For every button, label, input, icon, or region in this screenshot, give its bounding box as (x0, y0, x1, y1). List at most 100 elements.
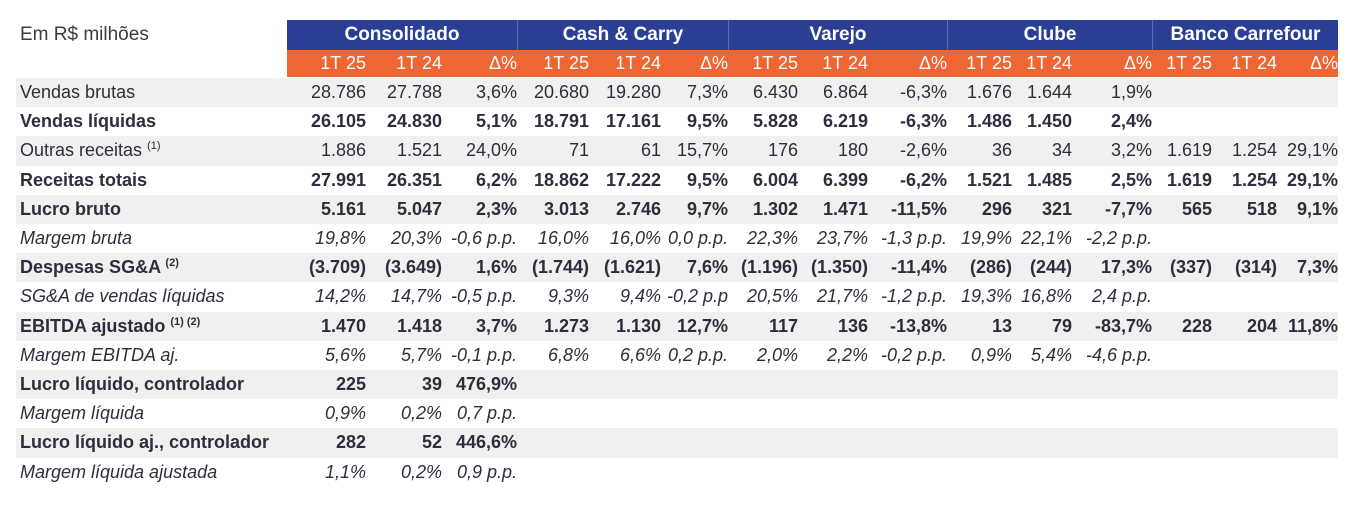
unit-caption: Em R$ milhões (20, 24, 149, 45)
table-cell: 20.680 (533, 82, 589, 102)
table-cell: (1.621) (603, 257, 661, 278)
subheader-current: 1T 25 (966, 53, 1012, 73)
table-cell: 5,7% (400, 344, 442, 365)
table-cell: 22,1% (1020, 228, 1072, 248)
row-label: Outras receitas (1) (20, 140, 161, 161)
table-cell: 61 (640, 140, 661, 161)
table-cell: -0,5 p.p. (450, 286, 517, 307)
footnote-marker: (1) (147, 140, 161, 153)
table-cell: 0,2 p.p. (667, 344, 728, 365)
table-cell: 296 (981, 198, 1012, 219)
table-cell: 0,9% (324, 403, 366, 424)
table-cell: 1.619 (1166, 140, 1212, 161)
table-row (16, 428, 1338, 458)
group-header-varejo: Varejo (728, 20, 947, 50)
footnote-marker: (2) (165, 257, 179, 270)
table-cell: 321 (1041, 198, 1072, 219)
table-cell: 565 (1181, 198, 1212, 219)
table-cell: 9,4% (619, 286, 661, 307)
table-cell: -1,3 p.p. (880, 228, 947, 248)
subheader-previous: 1T 24 (822, 53, 868, 73)
table-cell: -11,4% (890, 257, 947, 278)
table-cell: 6.864 (822, 82, 868, 102)
table-cell: 0,2% (400, 461, 442, 482)
subheader-delta: Δ% (918, 53, 947, 73)
table-cell: 36 (991, 140, 1012, 161)
table-cell: 7,6% (686, 257, 728, 278)
table-cell: 1,6% (475, 257, 517, 278)
subheader-previous: 1T 24 (1231, 53, 1277, 73)
table-cell: 52 (421, 432, 442, 453)
subheader-previous: 1T 24 (1026, 53, 1072, 73)
row-label: Vendas líquidas (20, 111, 157, 132)
table-cell: -13,8% (889, 315, 947, 336)
row-label: Lucro bruto (20, 198, 121, 219)
table-cell: 29,1% (1286, 140, 1338, 161)
table-cell: 5.828 (752, 111, 798, 132)
subheader-delta: Δ% (1123, 53, 1152, 73)
table-cell: 225 (335, 374, 366, 394)
subheader-current: 1T 25 (1166, 53, 1212, 73)
table-cell: (244) (1029, 257, 1072, 278)
table-cell: 6,6% (619, 344, 661, 365)
row-label: Receitas totais (20, 169, 148, 190)
table-cell: 0,0 p.p. (667, 228, 728, 248)
table-row (16, 311, 1338, 341)
table-cell: -6,3% (899, 82, 947, 102)
table-cell: 79 (1051, 315, 1072, 336)
table-cell: 0,2% (400, 403, 442, 424)
table-cell: 14,7% (390, 286, 442, 307)
table-cell: 13 (991, 315, 1012, 336)
table-cell: 1.676 (966, 82, 1012, 102)
table-cell: 15,7% (676, 140, 728, 161)
table-cell: -0,1 p.p. (450, 344, 517, 365)
table-row (16, 253, 1338, 283)
table-cell: -0,2 p.p. (880, 344, 947, 365)
table-cell: 23,7% (816, 228, 868, 248)
table-cell: 1.486 (966, 111, 1012, 132)
row-label: EBITDA ajustado (1) (2) (20, 315, 201, 336)
table-cell: (1.350) (810, 257, 868, 278)
table-cell: 180 (837, 140, 868, 161)
footnote-marker: (1) (2) (170, 315, 201, 328)
table-cell: 117 (768, 315, 798, 336)
table-cell: 5,1% (475, 111, 517, 132)
group-header-cash-carry: Cash & Carry (517, 20, 728, 50)
table-cell: 28.786 (310, 82, 366, 102)
table-cell: 20,3% (390, 228, 442, 248)
group-header-clube: Clube (947, 20, 1152, 50)
table-cell: 5.047 (396, 198, 442, 219)
table-cell: 17.222 (605, 169, 661, 190)
table-cell: (1.196) (740, 257, 798, 278)
table-cell: 7,3% (1296, 257, 1338, 278)
table-cell: 21,7% (816, 286, 868, 307)
table-cell: 1,1% (324, 461, 366, 482)
subheader-delta: Δ% (1309, 53, 1338, 73)
table-cell: 11,8% (1287, 315, 1338, 336)
table-cell: 2,0% (756, 344, 798, 365)
table-cell: 2.746 (615, 198, 661, 219)
row-label: SG&A de vendas líquidas (20, 286, 225, 307)
subheader-current: 1T 25 (543, 53, 589, 73)
table-cell: 6.399 (822, 169, 868, 190)
table-cell: 3.013 (543, 198, 589, 219)
table-cell: 2,5% (1110, 169, 1152, 190)
table-cell: 27.991 (310, 169, 366, 190)
table-cell: 0,9% (970, 344, 1012, 365)
table-cell: 6,2% (475, 169, 517, 190)
table-cell: 1.471 (822, 198, 868, 219)
table-cell: 1.418 (396, 315, 442, 336)
table-cell: 26.105 (310, 111, 366, 132)
table-cell: 29,1% (1286, 169, 1338, 190)
table-cell: 1.886 (320, 140, 366, 161)
table-cell: 1.254 (1231, 140, 1277, 161)
table-cell: 1.450 (1026, 111, 1072, 132)
table-cell: 1.273 (543, 315, 589, 336)
table-cell: 2,2% (826, 344, 868, 365)
table-cell: 6.004 (752, 169, 798, 190)
table-cell: 16,0% (609, 228, 661, 248)
row-label: Lucro líquido aj., controlador (20, 432, 270, 453)
subheader-current: 1T 25 (752, 53, 798, 73)
table-cell: 136 (837, 315, 868, 336)
